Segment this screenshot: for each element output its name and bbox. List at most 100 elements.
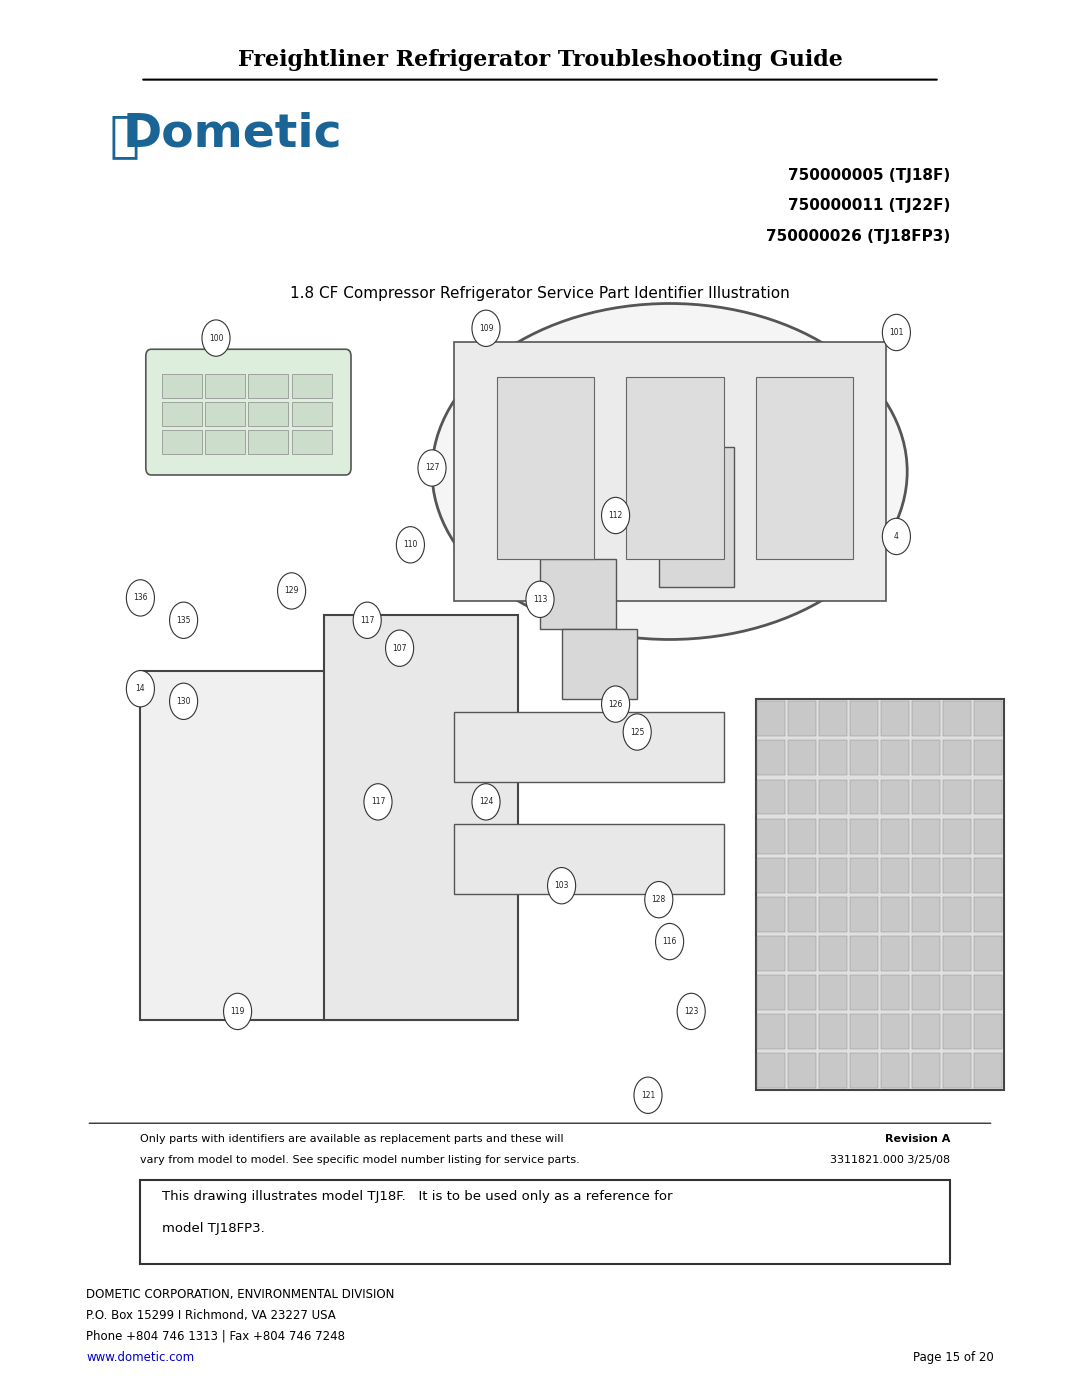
- Bar: [162, 402, 202, 426]
- FancyBboxPatch shape: [454, 342, 886, 601]
- Bar: [819, 897, 847, 932]
- Bar: [881, 975, 909, 1010]
- Bar: [913, 975, 941, 1010]
- Bar: [850, 1053, 878, 1088]
- Bar: [944, 740, 971, 775]
- FancyBboxPatch shape: [140, 671, 400, 1020]
- Text: 121: 121: [640, 1091, 656, 1099]
- Bar: [944, 897, 971, 932]
- Bar: [850, 858, 878, 893]
- Text: P.O. Box 15299 I Richmond, VA 23227 USA: P.O. Box 15299 I Richmond, VA 23227 USA: [86, 1309, 336, 1322]
- Bar: [881, 701, 909, 736]
- Bar: [850, 897, 878, 932]
- Circle shape: [126, 580, 154, 616]
- FancyBboxPatch shape: [540, 559, 616, 629]
- Circle shape: [472, 784, 500, 820]
- Bar: [974, 897, 1002, 932]
- Bar: [850, 1014, 878, 1049]
- Bar: [819, 1053, 847, 1088]
- Bar: [881, 740, 909, 775]
- Circle shape: [602, 497, 630, 534]
- Bar: [819, 975, 847, 1010]
- Bar: [974, 701, 1002, 736]
- Text: ⓘ: ⓘ: [109, 112, 139, 159]
- Circle shape: [602, 686, 630, 722]
- Text: Freightliner Refrigerator Troubleshooting Guide: Freightliner Refrigerator Troubleshootin…: [238, 49, 842, 71]
- Bar: [788, 819, 816, 854]
- Bar: [788, 780, 816, 814]
- Text: 113: 113: [532, 595, 548, 604]
- Text: 127: 127: [424, 464, 440, 472]
- Bar: [913, 701, 941, 736]
- Text: 128: 128: [651, 895, 666, 904]
- Bar: [788, 936, 816, 971]
- Bar: [913, 819, 941, 854]
- Bar: [850, 936, 878, 971]
- Circle shape: [202, 320, 230, 356]
- Text: 130: 130: [176, 697, 191, 705]
- Bar: [913, 1053, 941, 1088]
- Text: 103: 103: [554, 882, 569, 890]
- FancyBboxPatch shape: [497, 377, 594, 559]
- Text: vary from model to model. See specific model number listing for service parts.: vary from model to model. See specific m…: [140, 1155, 580, 1165]
- Text: 116: 116: [662, 937, 677, 946]
- Circle shape: [224, 993, 252, 1030]
- Circle shape: [170, 683, 198, 719]
- Text: 1.8 CF Compressor Refrigerator Service Part Identifier Illustration: 1.8 CF Compressor Refrigerator Service P…: [291, 286, 789, 302]
- Bar: [757, 975, 785, 1010]
- Circle shape: [418, 450, 446, 486]
- Bar: [819, 1014, 847, 1049]
- Bar: [881, 780, 909, 814]
- Bar: [944, 819, 971, 854]
- Bar: [757, 780, 785, 814]
- Text: 123: 123: [684, 1007, 699, 1016]
- Bar: [974, 780, 1002, 814]
- FancyBboxPatch shape: [140, 1180, 950, 1264]
- Bar: [913, 936, 941, 971]
- Text: 110: 110: [403, 541, 418, 549]
- Text: 135: 135: [176, 616, 191, 624]
- Circle shape: [634, 1077, 662, 1113]
- Text: 101: 101: [889, 328, 904, 337]
- Circle shape: [278, 573, 306, 609]
- Bar: [788, 975, 816, 1010]
- Text: 4: 4: [894, 532, 899, 541]
- Bar: [944, 1014, 971, 1049]
- Bar: [757, 1014, 785, 1049]
- Bar: [248, 430, 288, 454]
- FancyBboxPatch shape: [659, 447, 734, 587]
- Bar: [913, 897, 941, 932]
- Circle shape: [882, 518, 910, 555]
- Bar: [944, 1053, 971, 1088]
- Bar: [850, 819, 878, 854]
- Bar: [292, 430, 332, 454]
- Bar: [205, 402, 245, 426]
- Bar: [974, 1014, 1002, 1049]
- Text: model TJ18FP3.: model TJ18FP3.: [162, 1222, 265, 1235]
- Bar: [757, 819, 785, 854]
- Text: 125: 125: [630, 728, 645, 736]
- Text: Dometic: Dometic: [122, 112, 342, 156]
- Bar: [819, 701, 847, 736]
- Circle shape: [396, 527, 424, 563]
- Bar: [292, 402, 332, 426]
- Bar: [974, 975, 1002, 1010]
- Bar: [757, 701, 785, 736]
- Bar: [248, 402, 288, 426]
- Bar: [205, 430, 245, 454]
- Text: 129: 129: [284, 587, 299, 595]
- Bar: [205, 374, 245, 398]
- Bar: [757, 897, 785, 932]
- Bar: [913, 780, 941, 814]
- Bar: [162, 374, 202, 398]
- Text: 14: 14: [136, 685, 145, 693]
- Circle shape: [170, 602, 198, 638]
- Text: 750000011 (TJ22F): 750000011 (TJ22F): [788, 198, 950, 214]
- Bar: [850, 701, 878, 736]
- Text: 136: 136: [133, 594, 148, 602]
- Bar: [819, 819, 847, 854]
- Bar: [913, 740, 941, 775]
- Bar: [944, 858, 971, 893]
- Circle shape: [645, 882, 673, 918]
- Bar: [788, 1014, 816, 1049]
